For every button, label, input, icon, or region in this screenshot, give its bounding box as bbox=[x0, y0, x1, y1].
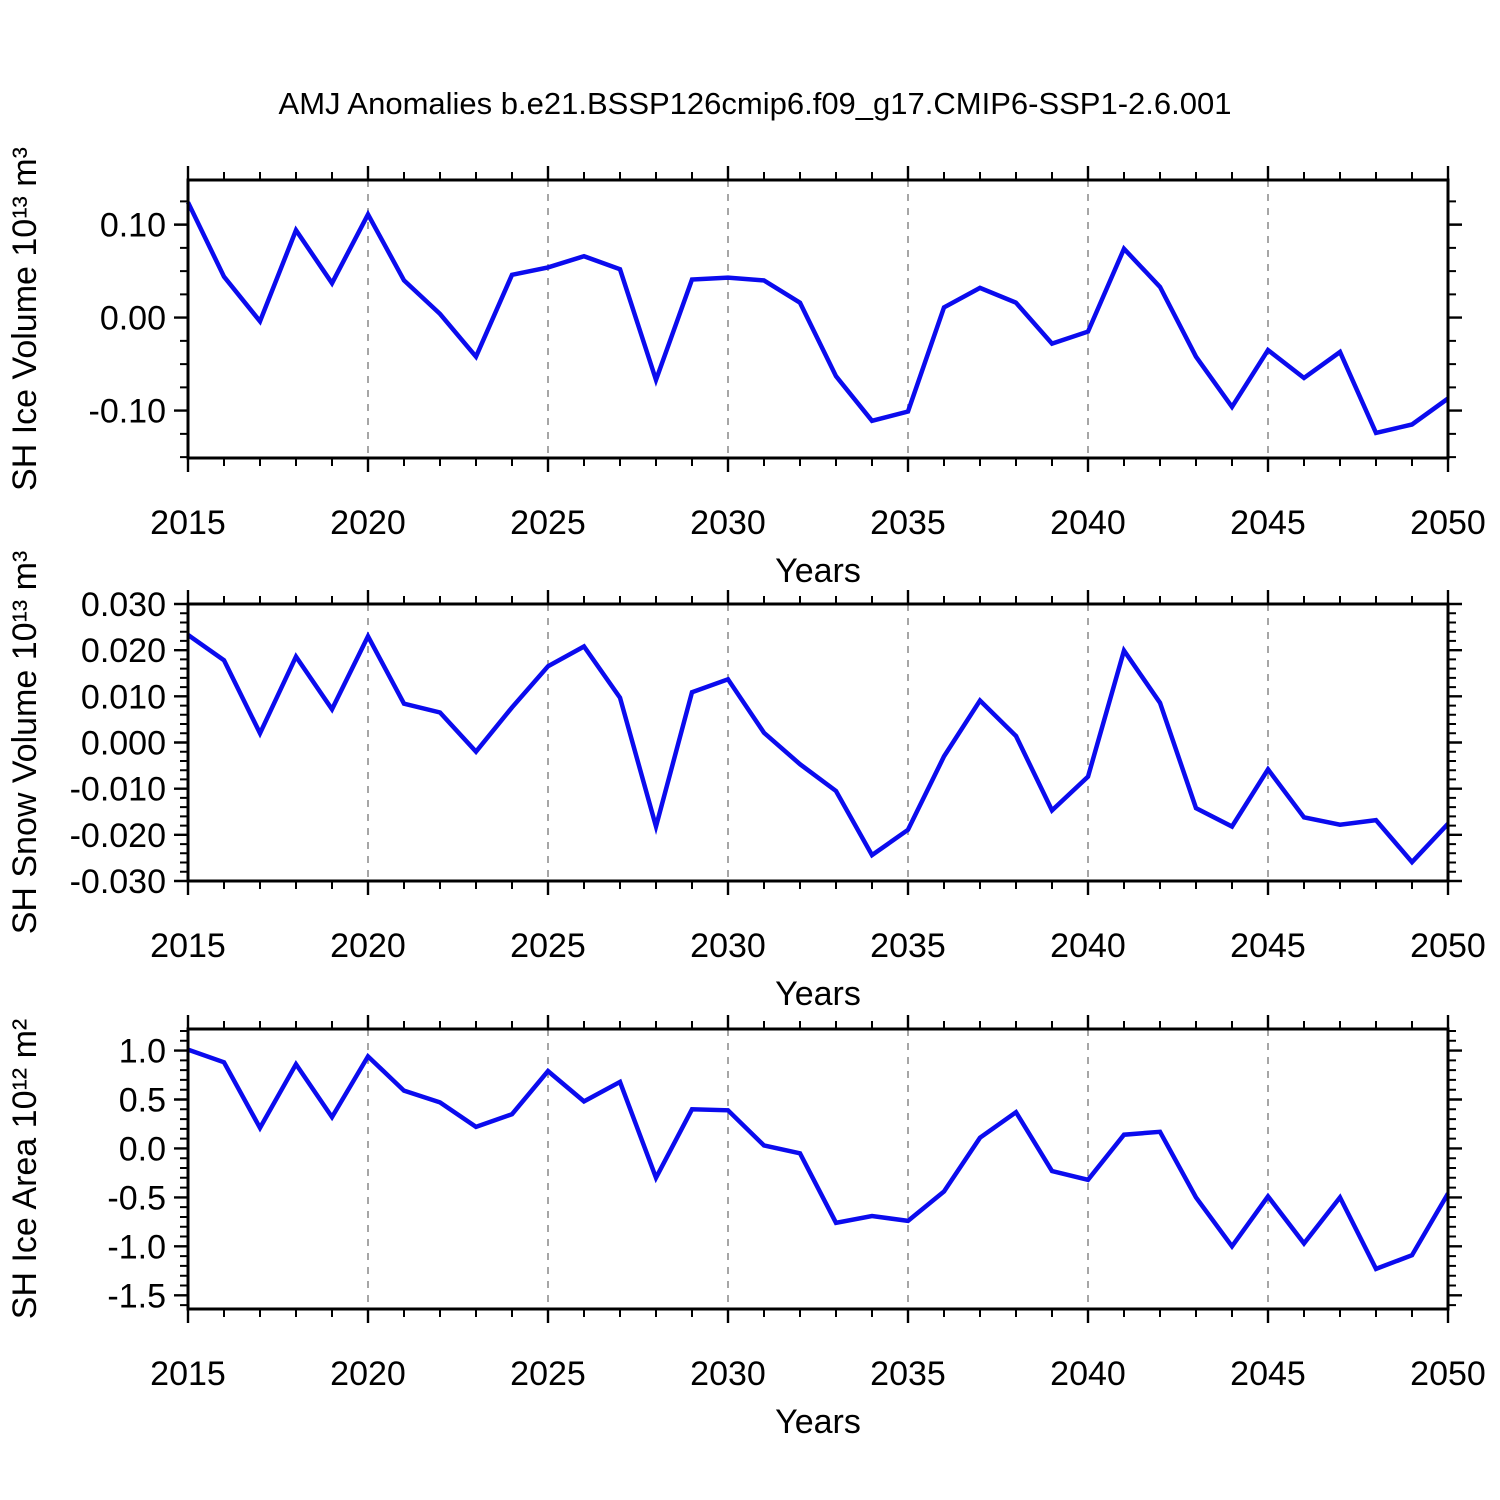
panel-sh-ice-area: -1.5 -1.0 -0.5 0.0 0.5 1.0 2015 2020 2025 2030 203… bbox=[6, 1015, 1486, 1441]
y-tick-label: 0.030 bbox=[81, 586, 166, 624]
data-line-sh-ice-area bbox=[187, 1047, 1450, 1272]
y-minor-ticks bbox=[180, 1029, 1456, 1307]
y-tick-label: -1.0 bbox=[107, 1228, 166, 1266]
x-tick-label: 2020 bbox=[330, 504, 406, 542]
y-minor-ticks bbox=[180, 612, 1456, 873]
y-major-ticks bbox=[174, 602, 1462, 883]
y-tick-label: -0.030 bbox=[70, 863, 166, 901]
x-tick-label: 2035 bbox=[870, 927, 946, 965]
x-tick-label: 2025 bbox=[510, 927, 586, 965]
x-tick-label: 2015 bbox=[150, 1355, 226, 1393]
data-line-sh-snow-volume bbox=[186, 631, 1450, 866]
panel-sh-snow-volume: -0.030 -0.020 -0.010 0.000 0.010 0.020 0.030 20… bbox=[6, 551, 1486, 1013]
gridlines bbox=[367, 1029, 1269, 1309]
x-tick-label: 2015 bbox=[150, 504, 226, 542]
y-tick-label: 0.0 bbox=[119, 1130, 166, 1168]
x-tick-label: 2045 bbox=[1230, 504, 1306, 542]
y-tick-label: 0.00 bbox=[100, 300, 166, 338]
y-major-ticks bbox=[174, 223, 1462, 412]
y-tick-label: 1.0 bbox=[119, 1033, 166, 1071]
y-major-ticks bbox=[174, 1049, 1462, 1297]
figure-title: AMJ Anomalies b.e21.BSSP126cmip6.f09_g17… bbox=[278, 86, 1232, 121]
y-tick-label: -0.020 bbox=[70, 817, 166, 855]
x-minor-ticks bbox=[223, 1021, 1413, 1317]
x-tick-label: 2030 bbox=[690, 504, 766, 542]
x-tick-label: 2045 bbox=[1230, 1355, 1306, 1393]
y-tick-label: 0.010 bbox=[81, 678, 166, 716]
y-tick-label: -0.5 bbox=[107, 1179, 166, 1217]
y-axis-title: SH Ice Volume 10¹³ m³ bbox=[6, 147, 44, 491]
plot-frame bbox=[186, 602, 1450, 883]
gridlines bbox=[367, 180, 1269, 458]
y-tick-label: -0.10 bbox=[89, 393, 167, 431]
x-minor-ticks bbox=[223, 596, 1413, 889]
x-major-ticks bbox=[186, 590, 1450, 895]
y-tick-label: -1.5 bbox=[107, 1277, 166, 1315]
y-tick-label: -0.010 bbox=[70, 771, 166, 809]
panel-sh-ice-volume: -0.10 0.00 0.10 2015 2020 2025 2030 2035 2040 204… bbox=[6, 147, 1486, 590]
y-tick-label: 0.10 bbox=[100, 207, 166, 245]
x-tick-label: 2040 bbox=[1050, 504, 1126, 542]
y-tick-label: 0.5 bbox=[119, 1081, 166, 1119]
y-axis-title: SH Snow Volume 10¹³ m³ bbox=[6, 551, 44, 935]
x-tick-label: 2020 bbox=[330, 927, 406, 965]
x-tick-label: 2040 bbox=[1050, 927, 1126, 965]
y-axis-title: SH Ice Area 10¹² m² bbox=[6, 1019, 44, 1319]
x-tick-label: 2030 bbox=[690, 927, 766, 965]
plot-frame bbox=[186, 178, 1450, 460]
x-tick-label: 2015 bbox=[150, 927, 226, 965]
x-axis-title: Years bbox=[775, 1403, 861, 1441]
x-tick-label: 2030 bbox=[690, 1355, 766, 1393]
x-tick-label: 2040 bbox=[1050, 1355, 1126, 1393]
x-tick-label: 2035 bbox=[870, 504, 946, 542]
x-tick-label: 2025 bbox=[510, 1355, 586, 1393]
plot-frame bbox=[186, 1027, 1450, 1311]
y-tick-label: 0.000 bbox=[81, 725, 166, 763]
x-major-ticks bbox=[186, 166, 1450, 472]
x-tick-label: 2020 bbox=[330, 1355, 406, 1393]
y-minor-ticks bbox=[180, 200, 1456, 459]
data-line-sh-ice-volume bbox=[185, 201, 1450, 436]
x-major-ticks bbox=[186, 1015, 1450, 1323]
y-tick-label: 0.020 bbox=[81, 632, 166, 670]
x-minor-ticks bbox=[223, 172, 1413, 466]
x-tick-label: 2050 bbox=[1410, 927, 1486, 965]
x-tick-label: 2045 bbox=[1230, 927, 1306, 965]
x-axis-title: Years bbox=[775, 552, 861, 590]
x-tick-label: 2050 bbox=[1410, 504, 1486, 542]
x-tick-label: 2035 bbox=[870, 1355, 946, 1393]
x-axis-title: Years bbox=[775, 975, 861, 1013]
gridlines bbox=[367, 604, 1269, 881]
x-tick-label: 2025 bbox=[510, 504, 586, 542]
x-tick-label: 2050 bbox=[1410, 1355, 1486, 1393]
